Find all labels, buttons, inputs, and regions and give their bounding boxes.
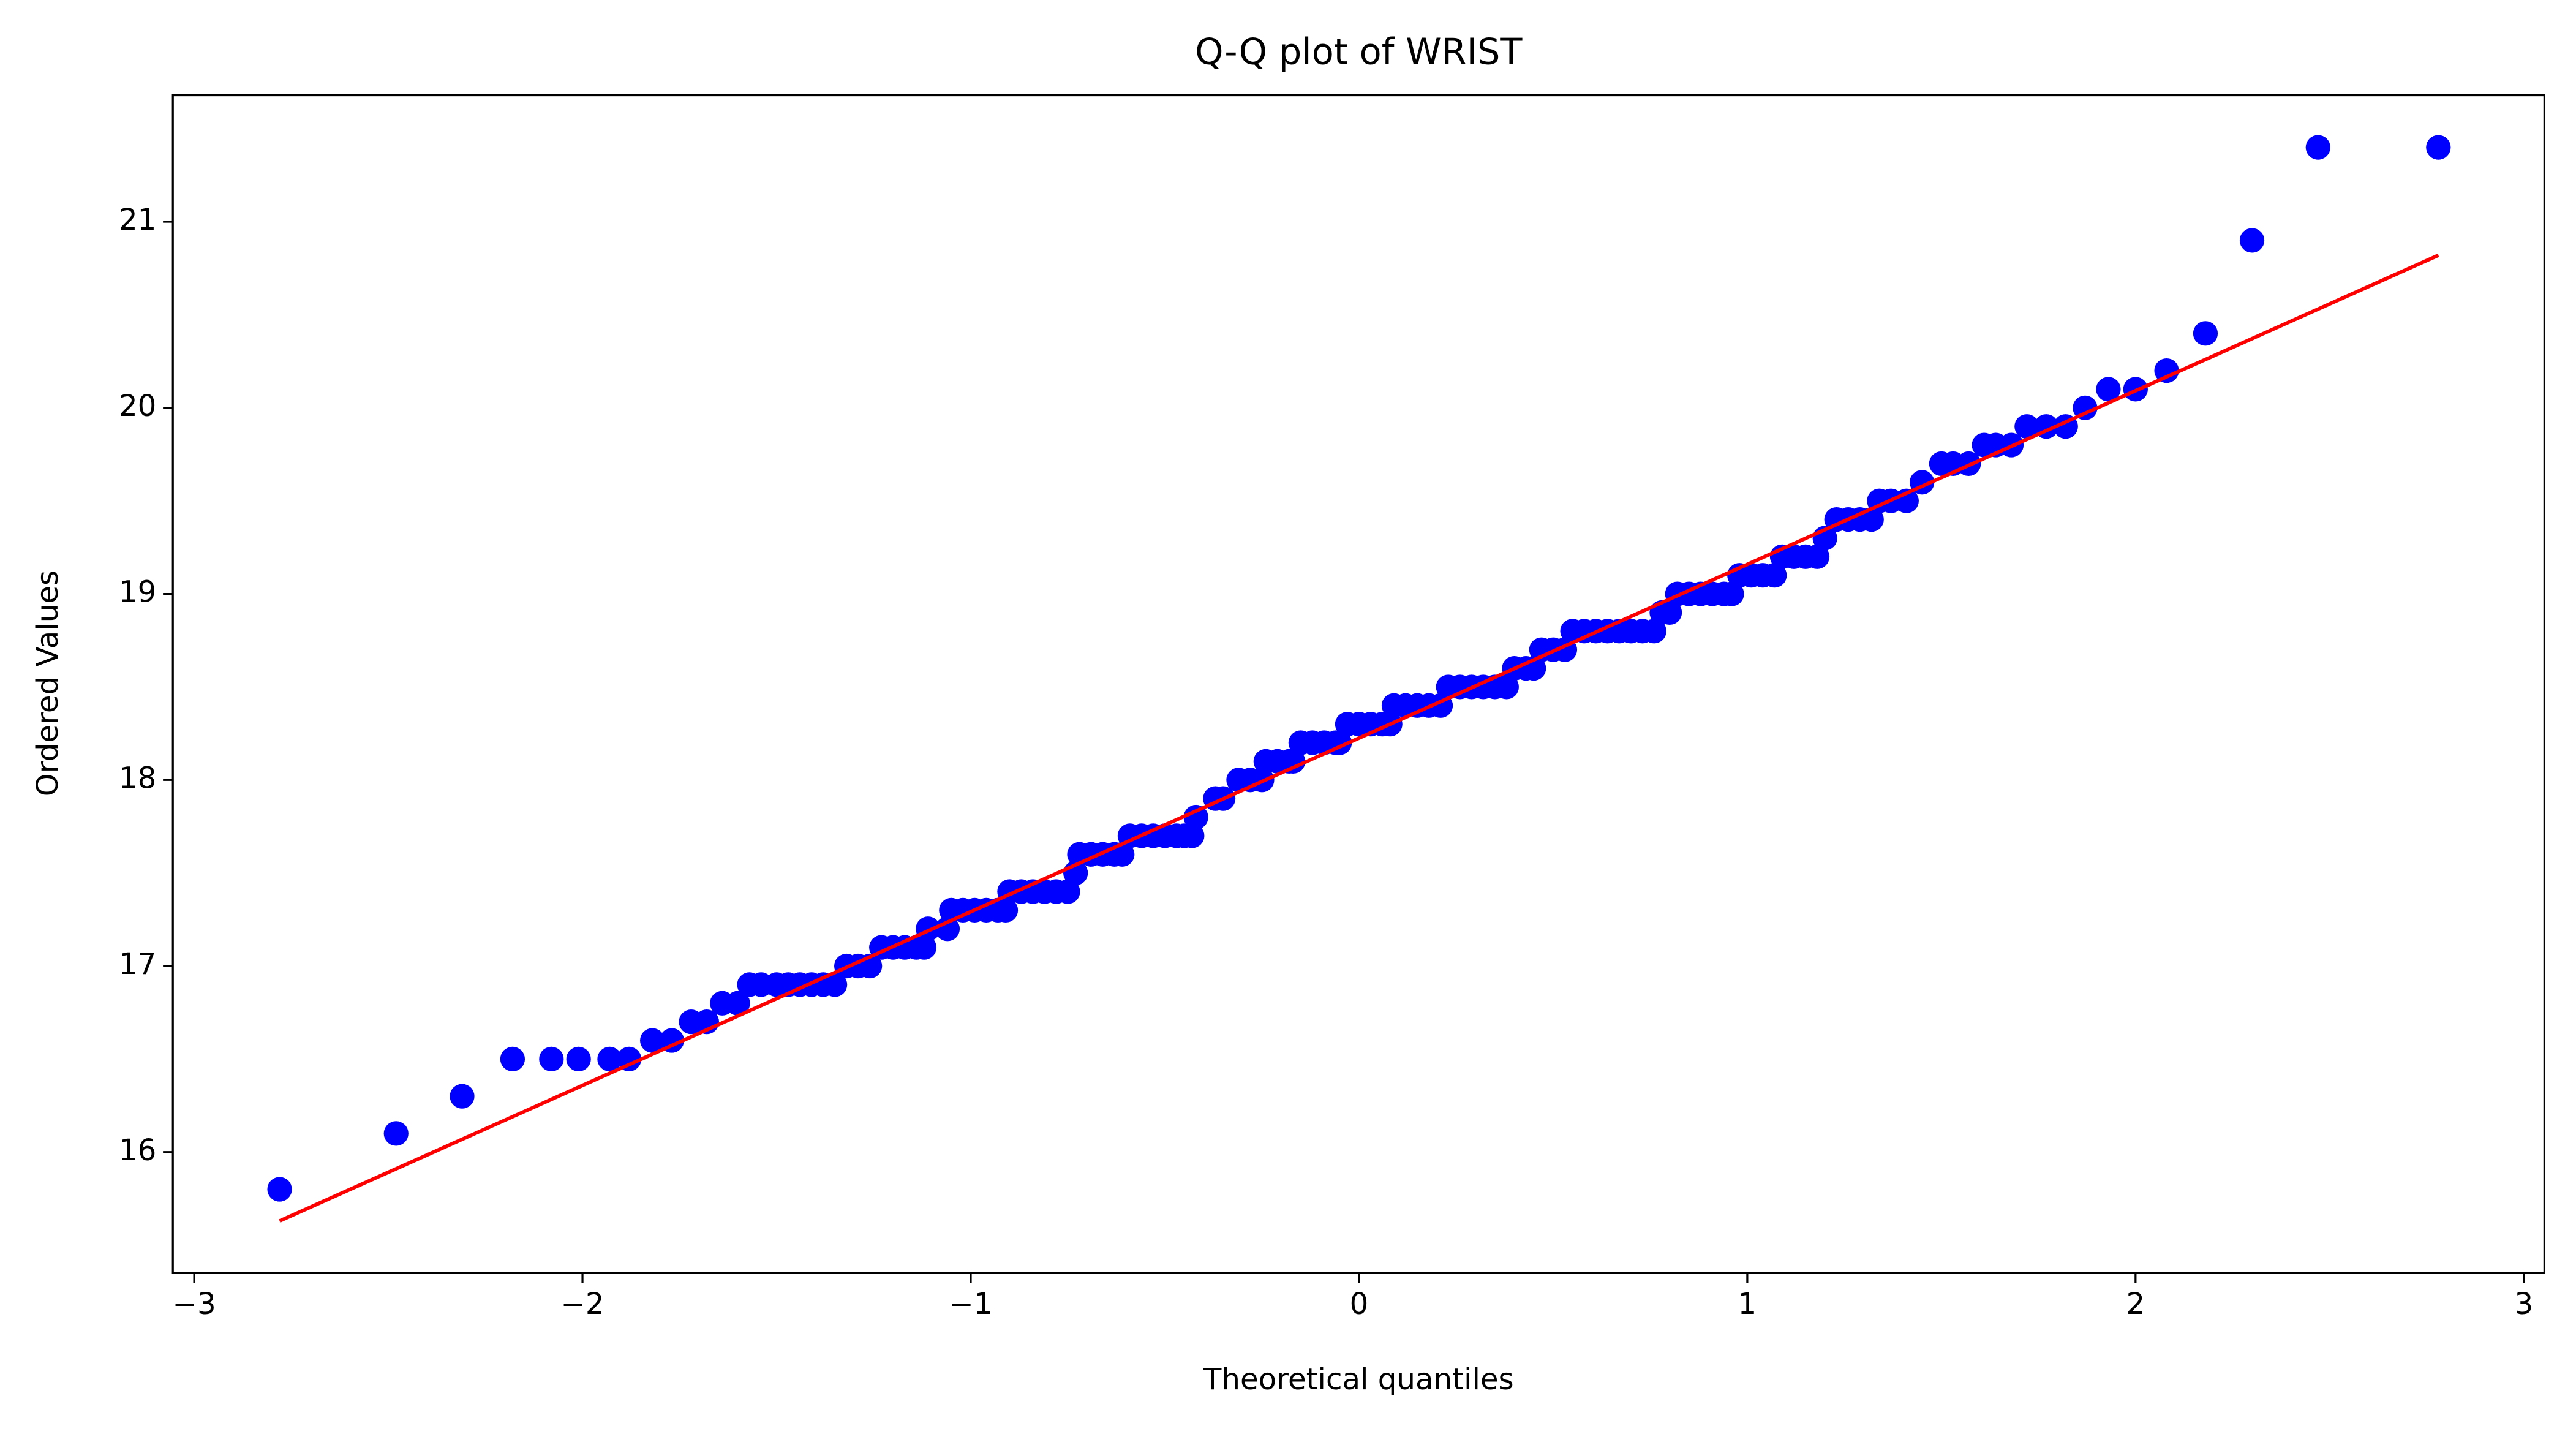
data-point [1804, 544, 1830, 569]
data-point [500, 1046, 525, 1072]
data-point [1180, 823, 1205, 848]
data-point [450, 1084, 475, 1109]
data-point [2073, 395, 2098, 420]
data-point [911, 935, 937, 960]
data-point [2096, 377, 2121, 402]
data-point [2305, 135, 2330, 160]
data-point [1183, 804, 1208, 830]
data-point [597, 1046, 622, 1072]
data-point [617, 1046, 642, 1072]
data-point [1762, 563, 1787, 588]
data-point [2193, 321, 2218, 346]
fit-line [279, 254, 2439, 1223]
y-tick-label: 18 [119, 761, 156, 795]
data-point [1719, 581, 1744, 606]
data-point [1055, 879, 1080, 904]
x-tick-label: 1 [1738, 1287, 1757, 1321]
x-tick-label: −2 [560, 1287, 604, 1321]
data-point [383, 1121, 409, 1146]
data-point [725, 991, 750, 1016]
data-point [2239, 228, 2265, 253]
x-tick-label: 0 [1350, 1287, 1369, 1321]
x-tick-label: −1 [949, 1287, 992, 1321]
data-point [2426, 135, 2451, 160]
data-point [2014, 414, 2039, 439]
data-point [539, 1046, 564, 1072]
chart-title: Q-Q plot of WRIST [1195, 31, 1523, 73]
data-point [822, 972, 848, 997]
y-tick-label: 17 [119, 947, 156, 981]
plot-area [267, 135, 2451, 1223]
y-tick-label: 20 [119, 389, 156, 423]
data-point [566, 1046, 591, 1072]
data-point [1657, 600, 1682, 625]
x-tick-label: 2 [2126, 1287, 2145, 1321]
data-point [2154, 358, 2179, 383]
x-tick-label: −3 [173, 1287, 216, 1321]
y-axis-label: Ordered Values [31, 570, 65, 796]
x-axis-label: Theoretical quantiles [1203, 1362, 1514, 1397]
data-point [640, 1028, 665, 1053]
data-point [267, 1177, 292, 1202]
y-tick-label: 19 [119, 575, 156, 609]
x-tick-label: 3 [2514, 1287, 2533, 1321]
data-point [1494, 674, 1519, 700]
data-point [1641, 619, 1666, 644]
data-point [1281, 749, 1306, 774]
y-tick-label: 16 [119, 1133, 156, 1168]
data-point [935, 916, 960, 942]
y-tick-label: 21 [119, 203, 156, 237]
data-point [993, 897, 1019, 923]
